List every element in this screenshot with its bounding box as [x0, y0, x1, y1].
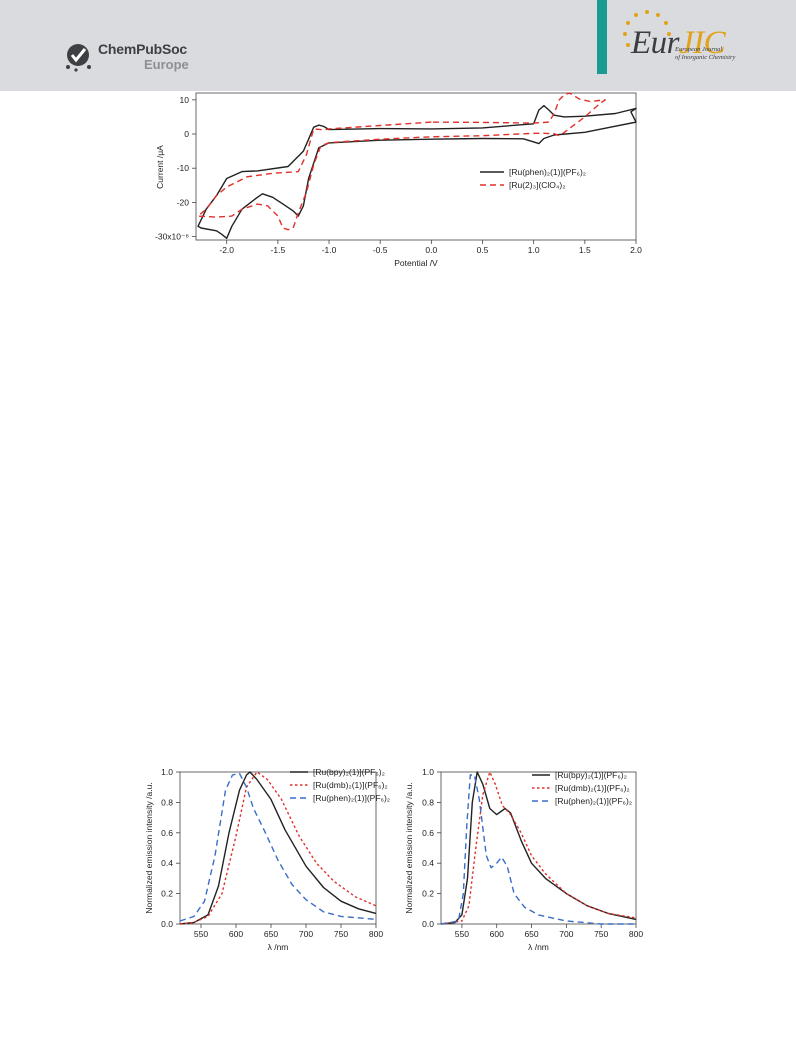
legend-entry: [Ru(dmb)₂(1)](PF₆)₂	[555, 783, 630, 793]
y-tick-label: 0.4	[422, 858, 434, 868]
legend-entry: [Ru(2)₃](ClO₄)₂	[509, 180, 566, 190]
chart-panel-2: 550 600 650 700 750 800 0.0 0.2 0.4 0.6 0.8 1.0 λ /n…	[144, 767, 390, 952]
chart-panel-1: -2.0 -1.5 -1.0 -0.5 0.0 0.5 1.0 1.5 2.0 10 0 -10 -20…	[155, 92, 642, 268]
y-tick-label: 0.0	[161, 919, 173, 929]
x-tick-label: 700	[559, 929, 573, 939]
series-line-3	[440, 774, 636, 925]
x-axis-label: Potential /V	[394, 258, 438, 268]
chempubsoc-logo: ChemPubSoc Europe	[64, 40, 204, 76]
journal-header-band	[0, 0, 796, 91]
y-axis-label: Normalized emission intensity /a.u.	[404, 782, 414, 913]
legend-entry: [Ru(bpy)₂(1)](PF₆)₂	[313, 767, 385, 777]
x-tick-label: -1.5	[271, 245, 286, 255]
journal-logo-accent: JIC	[679, 25, 726, 61]
y-tick-label: -10	[177, 163, 190, 173]
y-tick-label: 0.6	[422, 828, 434, 838]
y-tick-label: 0.8	[422, 797, 434, 807]
y-tick-label: 1.0	[422, 767, 434, 777]
y-tick-label: 1.0	[161, 767, 173, 777]
x-tick-label: -2.0	[219, 245, 234, 255]
series-line-1	[179, 771, 377, 925]
chempubsoc-logo-icon	[66, 44, 91, 72]
eurjic-star-ring-icon	[623, 10, 671, 47]
y-tick-label: 10	[180, 95, 190, 105]
x-tick-label: 750	[334, 929, 348, 939]
y-tick-label: 0.4	[161, 858, 173, 868]
y-tick-label: 0.0	[422, 919, 434, 929]
x-tick-label: 650	[264, 929, 278, 939]
x-tick-label: 0.0	[425, 245, 437, 255]
journal-full-line2: of Inorganic Chemistry	[675, 53, 736, 61]
x-tick-label: 600	[229, 929, 243, 939]
legend-entry: [Ru(phen)₂(1)](PF₆)₂	[509, 167, 586, 177]
x-tick-label: 2.0	[630, 245, 642, 255]
series-line-2	[179, 771, 377, 925]
publisher-region: Europe	[144, 57, 189, 72]
y-axis-label: Normalized emission intensity /a.u.	[144, 782, 154, 913]
x-tick-label: 800	[369, 929, 383, 939]
y-tick-label: -30x10⁻⁶	[155, 232, 189, 242]
series-line-3	[179, 772, 377, 922]
y-tick-label: 0.8	[161, 797, 173, 807]
y-tick-label: -20	[177, 197, 190, 207]
x-tick-label: 700	[299, 929, 313, 939]
series-line-1	[440, 771, 637, 925]
x-tick-label: 0.5	[477, 245, 489, 255]
journal-full-name: European Journal of Inorganic Chemistry	[675, 46, 775, 61]
legend-entry: [Ru(phen)₂(1)](PF₆)₂	[555, 796, 632, 806]
legend-entry: [Ru(phen)₂(1)](PF₆)₂	[313, 793, 390, 803]
series-line-2	[440, 771, 637, 925]
x-tick-label: 550	[194, 929, 208, 939]
x-tick-label: 650	[524, 929, 538, 939]
teal-accent-bar	[597, 0, 607, 74]
plot-frame	[440, 771, 637, 925]
y-axis-label: Current /μA	[155, 145, 165, 189]
x-tick-label: 600	[490, 929, 504, 939]
legend-entry: [Ru(bpy)₂(1)](PF₆)₂	[555, 770, 627, 780]
journal-full-line1: European Journal	[675, 46, 723, 53]
legend-entry: [Ru(dmb)₂(1)](PF₆)₂	[313, 780, 388, 790]
x-tick-label: 1.5	[579, 245, 591, 255]
x-tick-label: 1.0	[528, 245, 540, 255]
series-line-2	[197, 92, 606, 231]
publisher-name: ChemPubSoc	[98, 41, 188, 57]
x-tick-label: 800	[629, 929, 643, 939]
journal-logo-text: EurJIC	[631, 25, 726, 61]
chart-panel-3: 550 600 650 700 750 800 0.0 0.2 0.4 0.6 0.8 1.0 λ /n…	[404, 767, 643, 952]
y-tick-label: 0.2	[422, 889, 434, 899]
x-tick-label: 550	[455, 929, 469, 939]
series-line-1	[197, 104, 637, 239]
plot-frame	[195, 92, 637, 241]
x-tick-label: -1.0	[322, 245, 337, 255]
x-tick-label: 750	[594, 929, 608, 939]
y-tick-label: 0	[184, 129, 189, 139]
y-tick-label: 0.6	[161, 828, 173, 838]
eurjic-logo: EurJIC European Journal of Inorganic Che…	[619, 10, 779, 74]
x-tick-label: -0.5	[373, 245, 388, 255]
y-tick-label: 0.2	[161, 889, 173, 899]
x-axis-label: λ /nm	[528, 942, 549, 952]
plot-frame	[179, 771, 377, 925]
x-axis-label: λ /nm	[268, 942, 289, 952]
